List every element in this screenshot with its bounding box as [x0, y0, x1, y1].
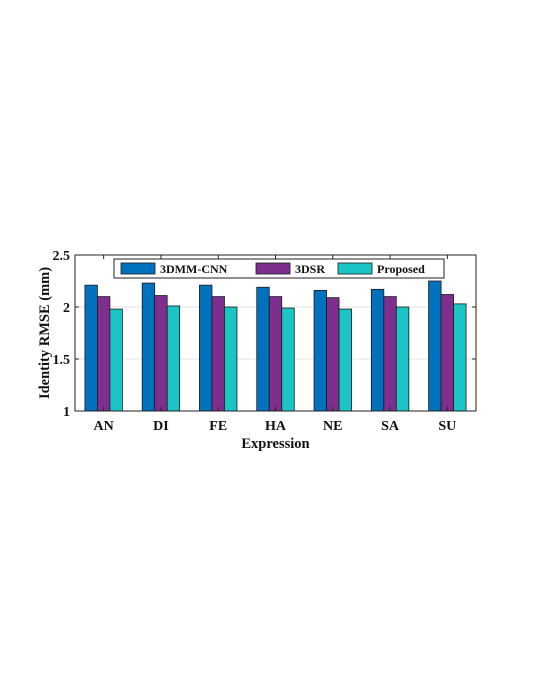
y-tick-label: 2 [63, 301, 70, 316]
bar-proposed-fe [224, 306, 238, 412]
bar-3dsr-ne [326, 297, 340, 412]
legend-swatch-3dmm-cnn [120, 262, 156, 275]
bar-3dsr-di [154, 295, 168, 412]
bar-3dmm-cnn-sa [370, 288, 385, 412]
legend-label: 3DMM-CNN [160, 262, 228, 276]
x-tick-label: AN [94, 419, 114, 434]
bar-3dmm-cnn-ne [313, 289, 327, 412]
legend-swatch-3dsr [255, 262, 291, 275]
bar-3dsr-ha [268, 296, 283, 412]
bar-proposed-di [166, 305, 181, 412]
bar-3dmm-cnn-fe [199, 284, 213, 412]
legend-swatch-proposed [337, 262, 373, 275]
bar-3dmm-cnn-su [428, 280, 442, 412]
bar-proposed-su [453, 303, 467, 412]
bar-3dsr-an [96, 296, 111, 412]
bar-3dsr-sa [383, 296, 397, 412]
y-axis-label: Identity RMSE (mm) [37, 267, 53, 399]
y-tick-label: 1.5 [53, 353, 71, 368]
x-tick-label: HA [265, 419, 287, 434]
bars [84, 280, 467, 412]
bar-3dsr-fe [211, 296, 225, 412]
x-tick-label: NE [323, 419, 342, 434]
x-axis-label: Expression [241, 436, 309, 452]
legend-label: Proposed [377, 262, 425, 276]
x-tick-label: FE [209, 419, 227, 434]
bar-3dmm-cnn-an [84, 284, 98, 412]
bar-3dsr-su [440, 294, 455, 412]
legend-label: 3DSR [295, 262, 325, 276]
y-tick-label: 1 [63, 405, 70, 420]
legend: 3DMM-CNN 3DSR Proposed [113, 258, 445, 279]
bar-proposed-sa [395, 306, 410, 412]
bar-proposed-ne [338, 308, 352, 412]
y-axis: 1 1.5 2 2.5 [53, 249, 476, 420]
x-tick-label: SA [381, 419, 400, 434]
x-tick-label: SU [438, 419, 456, 434]
bar-proposed-an [109, 308, 123, 412]
x-tick-label: DI [153, 419, 169, 434]
bar-3dmm-cnn-ha [256, 286, 270, 412]
bar-3dmm-cnn-di [141, 282, 156, 412]
y-tick-label: 2.5 [53, 249, 71, 264]
x-axis: AN DI FE HA NE SA SU [94, 255, 456, 434]
bar-proposed-ha [281, 307, 295, 412]
